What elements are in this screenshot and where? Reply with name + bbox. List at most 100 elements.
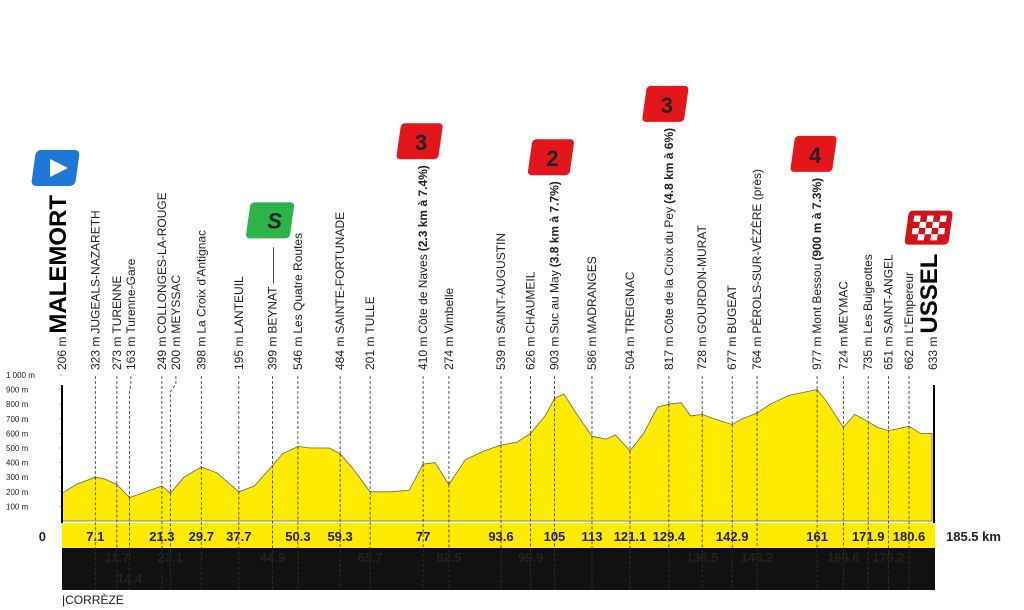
- km-label: 7.1: [86, 529, 104, 544]
- x-tick-label: 185.5 km: [946, 529, 1001, 544]
- km-label: 113: [581, 529, 602, 544]
- km-label: 11.7: [105, 550, 130, 565]
- waypoint-name: USSEL: [916, 254, 943, 334]
- waypoint-name: CHAUMEIL: [524, 271, 538, 333]
- waypoint-altitude: 626 m: [524, 337, 538, 370]
- km-label: 23.1: [158, 550, 183, 565]
- waypoint-altitude: 399 m: [266, 337, 280, 370]
- waypoint-altitude: 398 m: [194, 337, 208, 370]
- waypoint-label: 410 m Côte de Naves (2.3 km à 7.4%): [416, 165, 430, 370]
- waypoint-label: 163 m Turenne-Gare: [124, 258, 138, 370]
- waypoint-name: MADRANGES: [585, 256, 599, 333]
- finish-check: [911, 228, 920, 235]
- waypoint-label: 249 m COLLONGES-LA-ROUGE: [155, 192, 169, 370]
- waypoint-name: MALEMORT: [45, 195, 72, 334]
- waypoint-altitude: 163 m: [124, 337, 138, 370]
- waypoint-name: Turenne-Gare: [124, 258, 138, 333]
- finish-check: [913, 215, 921, 222]
- y-tick-label: 600 m: [6, 429, 29, 438]
- finish-icon: [904, 210, 953, 245]
- waypoint-label: 484 m SAINTE-FORTUNADE: [333, 212, 347, 370]
- waypoint-altitude: 677 m: [725, 337, 739, 370]
- waypoint-label: 724 m MEYMAC: [836, 281, 850, 370]
- waypoint-name: JUGEALS-NAZARETH: [88, 210, 102, 333]
- waypoint-label: 677 m BUGEAT: [725, 285, 739, 370]
- climb-badge: [527, 139, 574, 176]
- waypoint-name: Les Quatre Routes: [291, 233, 305, 334]
- waypoint-altitude: 546 m: [291, 337, 305, 370]
- km-label: 65.7: [357, 550, 382, 565]
- km-label: 136.5: [686, 550, 719, 565]
- waypoint-name: BUGEAT: [725, 285, 739, 334]
- waypoint-label: 399 m BEYNAT ———: [266, 247, 280, 370]
- waypoint-name: MEYMAC: [836, 281, 850, 334]
- waypoint-altitude: 903 m: [547, 337, 561, 370]
- sprint-badge: [246, 202, 295, 239]
- waypoint-altitude: 249 m: [155, 337, 169, 370]
- waypoint-altitude: 977 m: [810, 337, 824, 370]
- climb-category: 2: [546, 146, 558, 171]
- waypoint-name: Suc au May: [547, 270, 561, 333]
- km-label: 180.6: [893, 529, 926, 544]
- km-label: 82.5: [436, 550, 461, 565]
- finish-check: [926, 215, 934, 222]
- finish-check: [919, 221, 927, 229]
- waypoint-altitude: 274 m: [442, 337, 456, 370]
- km-label: 29.7: [189, 529, 214, 544]
- waypoint-label: 764 m PÉROLS-SUR-VÉZÈRE (près): [749, 169, 764, 370]
- waypoint-altitude: 662 m: [902, 337, 916, 370]
- waypoint-altitude: 195 m: [232, 337, 246, 370]
- waypoint-label: 626 m CHAUMEIL: [524, 271, 538, 370]
- x-tick-label: 0: [39, 529, 46, 544]
- finish-check: [917, 234, 925, 241]
- waypoint-name: SAINT-AUGUSTIN: [494, 233, 508, 334]
- km-label: 148.2: [741, 550, 774, 565]
- waypoint-altitude: 539 m: [494, 337, 508, 370]
- waypoint-name: TURENNE: [110, 276, 124, 334]
- waypoint-altitude: 206 m: [55, 337, 69, 370]
- y-tick-label: 100 m: [6, 502, 29, 511]
- waypoint-label: 201 m TULLE: [363, 296, 377, 370]
- waypoint-name: L'Empereur: [902, 272, 916, 334]
- start-arrow: [50, 158, 68, 177]
- y-tick-label: 700 m: [6, 415, 29, 424]
- waypoint-name: Les Buigeottes: [861, 254, 875, 333]
- km-label: 176.2: [872, 550, 905, 565]
- waypoint-label: 274 m Vimbelle: [442, 288, 456, 370]
- waypoint-label: 323 m JUGEALS-NAZARETH: [88, 210, 102, 370]
- km-label: 14.4: [117, 571, 143, 586]
- climb-category: 4: [809, 143, 822, 168]
- waypoint-name: SAINTE-FORTUNADE: [333, 212, 347, 334]
- climb-detail: (3.8 km à 7.7%): [547, 181, 561, 267]
- km-label: 50.3: [285, 529, 310, 544]
- finish-check: [937, 228, 946, 235]
- y-tick-label: 300 m: [6, 473, 29, 482]
- waypoint-altitude: 651 m: [881, 337, 895, 370]
- waypoint-label: 586 m MADRANGES: [585, 256, 599, 370]
- waypoint-name: TULLE: [363, 296, 377, 333]
- finish-check: [932, 221, 940, 229]
- climb-icon: 2: [527, 139, 574, 176]
- finish-check: [939, 215, 947, 222]
- waypoint-altitude: 817 m: [662, 337, 676, 370]
- climb-detail: (2.3 km à 7.4%): [416, 165, 430, 251]
- climb-detail: (900 m à 7.3%): [810, 178, 824, 261]
- waypoint-altitude: 323 m: [88, 337, 102, 370]
- waypoint-label: 206 m MALEMORT: [45, 195, 72, 370]
- waypoint-altitude: 410 m: [416, 337, 430, 370]
- waypoint-label: 651 m SAINT-ANGEL: [881, 254, 895, 370]
- waypoint-name: MEYSSAC: [169, 275, 183, 334]
- finish-check: [924, 228, 933, 235]
- waypoint-label: 817 m Côte de la Croix du Pey (4.8 km à 6%…: [662, 128, 676, 370]
- km-band-yellow: [62, 523, 935, 548]
- waypoint-altitude: 735 m: [861, 337, 875, 370]
- waypoint-label: 546 m Les Quatre Routes: [291, 233, 305, 370]
- km-label: 129.4: [653, 529, 686, 544]
- km-label: 44.9: [260, 550, 285, 565]
- waypoint-name: GOURDON-MURAT: [695, 225, 709, 334]
- climb-icon: 4: [790, 135, 837, 172]
- km-label: 77: [416, 529, 430, 544]
- waypoint-name: Côte de la Croix du Pey: [662, 207, 676, 334]
- waypoint-altitude: 201 m: [363, 337, 377, 370]
